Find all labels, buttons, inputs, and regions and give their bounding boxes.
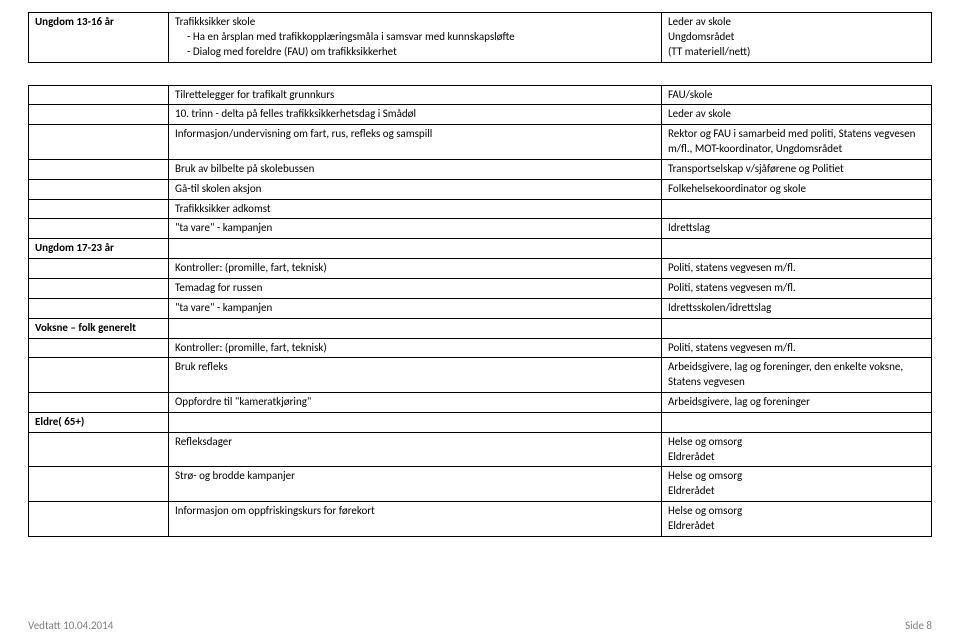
row-c3: Politi, statens vegvesen m/fl. (662, 278, 932, 298)
row-c3: Helse og omsorgEldrerådet (662, 432, 932, 467)
row-c2: Kontroller: (promille, fart, teknisk) (169, 338, 662, 358)
row-c2 (169, 412, 662, 432)
row-c2 (169, 239, 662, 259)
row-c1 (29, 219, 169, 239)
row-c3 (662, 199, 932, 219)
row-c1 (29, 199, 169, 219)
page-footer: Vedtatt 10.04.2014 Side 8 (28, 619, 932, 632)
row-c3 (662, 412, 932, 432)
row-c2: Informasjon/undervisning om fart, rus, r… (169, 125, 662, 160)
row-c1 (29, 105, 169, 125)
row-c2: Refleksdager (169, 432, 662, 467)
row-c2: 10. trinn - delta på felles trafikksikke… (169, 105, 662, 125)
row-c1 (29, 179, 169, 199)
row-c1 (29, 125, 169, 160)
row-c2: "ta vare" - kampanjen (169, 298, 662, 318)
row-c3: Leder av skole (662, 105, 932, 125)
row-c1 (29, 502, 169, 537)
row-c1: Voksne – folk generelt (29, 318, 169, 338)
row-c3: FAU/skole (662, 85, 932, 105)
row-c3 (662, 239, 932, 259)
row-c2: Bruk refleks (169, 358, 662, 393)
top-col1: Ungdom 13-16 år (29, 13, 169, 63)
row-c3: Rektor og FAU i samarbeid med politi, St… (662, 125, 932, 160)
row-c1 (29, 432, 169, 467)
row-c1 (29, 159, 169, 179)
row-c2: Tilrettelegger for trafikalt grunnkurs (169, 85, 662, 105)
top-col3: Leder av skoleUngdomsrådet(TT materiell/… (662, 13, 932, 63)
top-col2: Trafikksikker skoleHa en årsplan med tra… (169, 13, 662, 63)
row-c3: Helse og omsorgEldrerådet (662, 467, 932, 502)
row-c2: Strø- og brodde kampanjer (169, 467, 662, 502)
footer-left: Vedtatt 10.04.2014 (28, 619, 113, 632)
row-c3: Helse og omsorgEldrerådet (662, 502, 932, 537)
row-c3: Politi, statens vegvesen m/fl. (662, 259, 932, 279)
row-c2 (169, 318, 662, 338)
row-c3: Arbeidsgivere, lag og foreninger, den en… (662, 358, 932, 393)
row-c1: Ungdom 17-23 år (29, 239, 169, 259)
row-c1 (29, 259, 169, 279)
row-c1 (29, 358, 169, 393)
row-c3: Idrettslag (662, 219, 932, 239)
top-table: Ungdom 13-16 år Trafikksikker skoleHa en… (28, 12, 932, 63)
row-c2: Temadag for russen (169, 278, 662, 298)
row-c1 (29, 298, 169, 318)
row-c1 (29, 393, 169, 413)
row-c2: "ta vare" - kampanjen (169, 219, 662, 239)
row-c2: Informasjon om oppfriskingskurs for føre… (169, 502, 662, 537)
row-c3: Politi, statens vegvesen m/fl. (662, 338, 932, 358)
row-c3: Transportselskap v/sjåførene og Politiet (662, 159, 932, 179)
footer-right: Side 8 (905, 619, 932, 632)
row-c1 (29, 278, 169, 298)
main-table: Tilrettelegger for trafikalt grunnkursFA… (28, 85, 932, 537)
row-c3: Idrettsskolen/idrettslag (662, 298, 932, 318)
row-c3: Arbeidsgivere, lag og foreninger (662, 393, 932, 413)
row-c2: Trafikksikker adkomst (169, 199, 662, 219)
row-c2: Kontroller: (promille, fart, teknisk) (169, 259, 662, 279)
row-c1 (29, 338, 169, 358)
row-c1 (29, 467, 169, 502)
row-c3 (662, 318, 932, 338)
row-c2: Bruk av bilbelte på skolebussen (169, 159, 662, 179)
row-c2: Gå-til skolen aksjon (169, 179, 662, 199)
row-c1 (29, 85, 169, 105)
row-c1: Eldre( 65+) (29, 412, 169, 432)
row-c3: Folkehelsekoordinator og skole (662, 179, 932, 199)
row-c2: Oppfordre til "kameratkjøring" (169, 393, 662, 413)
